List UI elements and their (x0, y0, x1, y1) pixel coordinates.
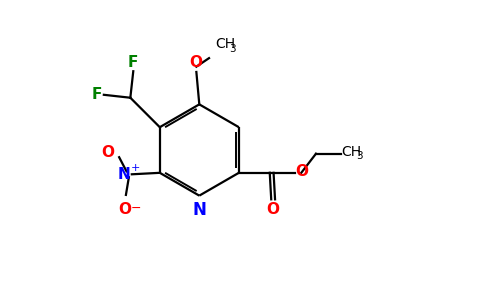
Text: O: O (189, 56, 202, 70)
Text: 3: 3 (229, 44, 236, 54)
Text: CH: CH (342, 145, 362, 159)
Text: O: O (101, 145, 114, 160)
Text: −: − (131, 202, 141, 215)
Text: N: N (118, 167, 130, 182)
Text: N: N (192, 201, 206, 219)
Text: +: + (131, 163, 140, 173)
Text: F: F (128, 55, 138, 70)
Text: O: O (118, 202, 131, 217)
Text: F: F (92, 87, 102, 102)
Text: 3: 3 (356, 151, 363, 161)
Text: O: O (296, 164, 309, 179)
Text: CH: CH (215, 38, 236, 51)
Text: O: O (267, 202, 279, 217)
